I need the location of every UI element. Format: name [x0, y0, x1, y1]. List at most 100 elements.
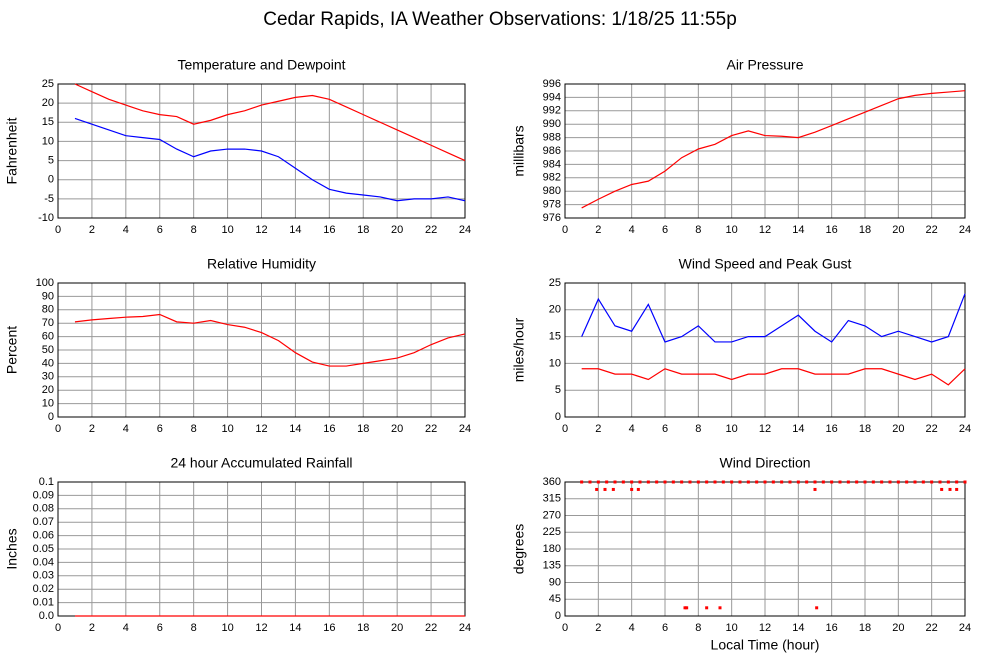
- data-point: [863, 480, 867, 484]
- data-point: [763, 480, 767, 484]
- x-tick-label: 8: [191, 622, 197, 634]
- x-tick-label: 24: [459, 224, 471, 236]
- plot-frame: [57, 83, 466, 219]
- data-point: [688, 480, 692, 484]
- y-tick-label: 70: [42, 317, 54, 329]
- y-tick-label: 0.09: [33, 489, 54, 501]
- data-point: [738, 480, 742, 484]
- data-line: [581, 293, 966, 343]
- x-tick-label: 8: [695, 423, 701, 435]
- x-tick-label: 0: [55, 622, 61, 634]
- x-tick-label: 10: [726, 224, 738, 236]
- x-tick-label: 10: [221, 622, 233, 634]
- y-tick-label: 5: [48, 154, 54, 166]
- data-point: [705, 480, 709, 484]
- x-tick-label: 20: [391, 224, 403, 236]
- x-tick-label: 10: [726, 423, 738, 435]
- chart-title: Wind Direction: [719, 455, 810, 471]
- data-point: [771, 480, 775, 484]
- data-point: [813, 487, 817, 491]
- data-point: [713, 480, 717, 484]
- x-tick-label: 2: [89, 622, 95, 634]
- x-tick-label: 18: [357, 622, 369, 634]
- data-point: [855, 480, 859, 484]
- data-point: [888, 480, 892, 484]
- x-axis-label: Local Time (hour): [711, 637, 820, 653]
- plot-frame: [564, 282, 966, 418]
- x-tick-label: 22: [926, 224, 938, 236]
- y-axis-label: millibars: [511, 125, 527, 176]
- data-point: [955, 487, 959, 491]
- data-point: [655, 480, 659, 484]
- x-tick-label: 22: [926, 622, 938, 634]
- chart-title: Relative Humidity: [207, 256, 316, 272]
- x-tick-label: 6: [157, 224, 163, 236]
- data-point: [780, 480, 784, 484]
- data-point: [746, 480, 750, 484]
- x-tick-label: 16: [826, 622, 838, 634]
- data-point: [880, 480, 884, 484]
- data-point: [683, 606, 687, 610]
- chart-title: 24 hour Accumulated Rainfall: [170, 455, 352, 471]
- y-tick-label: 0.05: [33, 543, 54, 555]
- data-point: [638, 480, 642, 484]
- data-point: [796, 480, 800, 484]
- x-tick-label: 2: [595, 622, 601, 634]
- data-point: [755, 480, 759, 484]
- data-point: [663, 480, 667, 484]
- x-tick-label: 18: [859, 622, 871, 634]
- x-tick-label: 8: [695, 224, 701, 236]
- chart-title: Temperature and Dewpoint: [177, 57, 345, 73]
- data-point: [705, 606, 709, 610]
- data-point: [718, 606, 722, 610]
- x-tick-label: 6: [662, 622, 668, 634]
- y-tick-label: 0.01: [33, 597, 54, 609]
- x-tick-label: 24: [959, 423, 971, 435]
- y-tick-label: 978: [543, 199, 561, 211]
- x-tick-label: 10: [221, 423, 233, 435]
- data-point: [821, 480, 825, 484]
- y-tick-label: 0.07: [33, 516, 54, 528]
- y-tick-label: 0: [555, 610, 561, 622]
- y-tick-label: 994: [543, 91, 561, 103]
- y-tick-label: 10: [42, 398, 54, 410]
- data-point: [596, 480, 600, 484]
- y-tick-label: 0: [555, 411, 561, 423]
- y-tick-label: 20: [42, 97, 54, 109]
- data-line: [74, 117, 466, 202]
- x-tick-label: 20: [391, 622, 403, 634]
- x-tick-label: 16: [826, 423, 838, 435]
- x-tick-label: 16: [323, 423, 335, 435]
- x-tick-label: 4: [123, 423, 129, 435]
- y-tick-label: 0.0: [39, 610, 54, 622]
- y-tick-label: 360: [543, 476, 561, 488]
- y-tick-label: 25: [549, 277, 561, 289]
- y-tick-label: 100: [36, 277, 54, 289]
- page-title: Cedar Rapids, IA Weather Observations: 1…: [263, 9, 737, 30]
- y-axis-label: Percent: [4, 326, 20, 374]
- y-tick-label: -5: [44, 193, 54, 205]
- x-tick-label: 18: [357, 224, 369, 236]
- data-point: [605, 480, 609, 484]
- data-point: [938, 480, 942, 484]
- data-line: [74, 313, 466, 367]
- data-point: [621, 480, 625, 484]
- y-tick-label: 980: [543, 185, 561, 197]
- x-tick-label: 12: [759, 224, 771, 236]
- x-tick-label: 4: [629, 423, 635, 435]
- y-axis-label: Fahrenheit: [4, 117, 20, 184]
- x-tick-label: 8: [695, 622, 701, 634]
- y-tick-label: 30: [42, 371, 54, 383]
- data-point: [613, 480, 617, 484]
- y-tick-label: 0.04: [33, 556, 54, 568]
- data-point: [630, 487, 634, 491]
- data-point: [730, 480, 734, 484]
- x-tick-label: 6: [662, 224, 668, 236]
- data-point: [580, 480, 584, 484]
- y-axis-label: degrees: [511, 524, 527, 575]
- y-tick-label: 5: [555, 384, 561, 396]
- x-tick-label: 0: [562, 622, 568, 634]
- data-point: [603, 487, 607, 491]
- x-tick-label: 2: [89, 423, 95, 435]
